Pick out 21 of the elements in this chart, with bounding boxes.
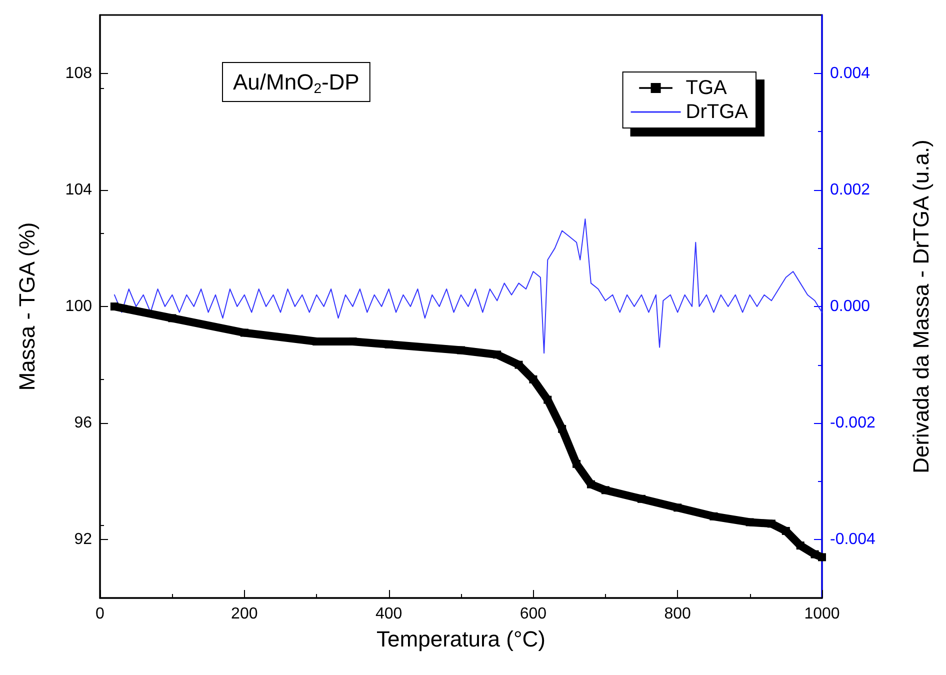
legend-label: TGA: [686, 77, 728, 99]
y2-tick-label: -0.002: [830, 414, 876, 432]
y2-tick-label: 0.002: [830, 181, 870, 198]
y2-tick-label: 0.004: [830, 64, 870, 82]
legend-label: DrTGA: [686, 101, 749, 123]
y-tick-label: 92: [74, 531, 92, 548]
x-tick-label: 0: [96, 606, 105, 622]
x-tick-label: 1000: [804, 606, 840, 622]
y2-tick-label: -0.004: [830, 531, 876, 548]
x-tick-label: 400: [375, 606, 402, 622]
y-tick-label: 108: [65, 64, 92, 82]
x-tick-label: 600: [520, 606, 547, 622]
y-axis-title: Massa - TGA (%): [14, 222, 40, 391]
x-axis-title: Temperatura (°C): [376, 626, 546, 652]
y-tick-label: 100: [65, 298, 92, 315]
y2-axis-title: Derivada da Massa - DrTGA (u.a.): [908, 140, 934, 474]
x-tick-label: 800: [664, 606, 692, 622]
y-tick-label: 96: [74, 414, 92, 432]
x-tick-label: 200: [231, 606, 258, 622]
y-tick-label: 104: [65, 181, 92, 198]
y2-tick-label: 0.000: [830, 298, 870, 315]
